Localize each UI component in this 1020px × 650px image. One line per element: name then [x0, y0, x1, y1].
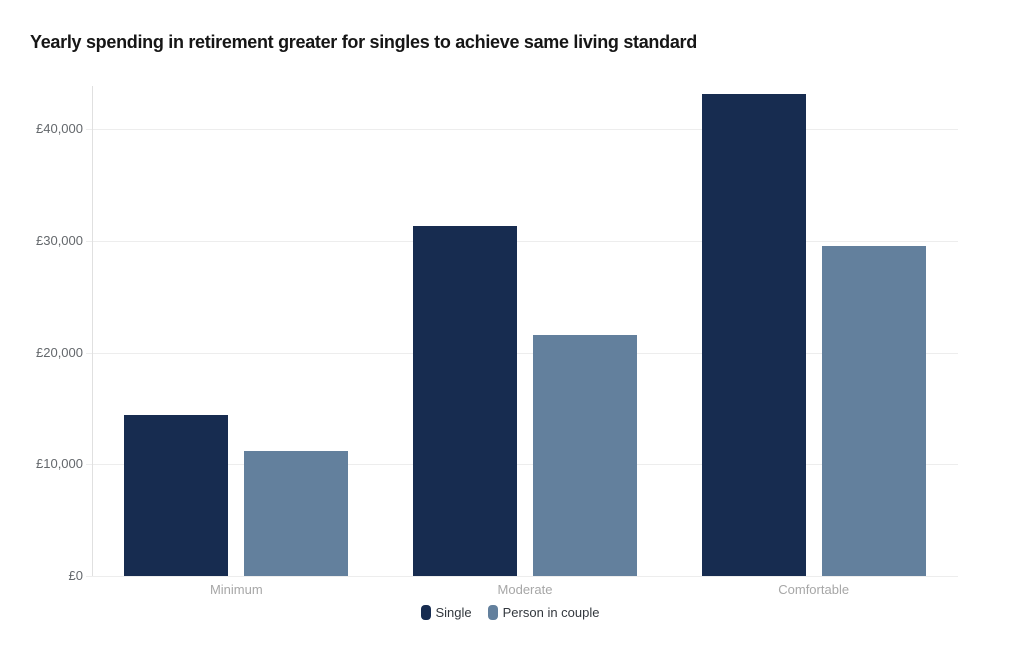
legend-swatch-icon: [420, 605, 431, 620]
gridline: [86, 129, 958, 130]
bar-moderate-person-in-couple: [533, 335, 637, 576]
gridline: [86, 576, 958, 577]
y-axis-tick-label: £20,000: [36, 344, 83, 360]
legend-label: Person in couple: [502, 605, 600, 620]
y-axis-tick-label: £40,000: [36, 121, 83, 136]
bar-minimum-single: [124, 415, 229, 576]
chart-title: Yearly spending in retirement greater fo…: [30, 32, 697, 52]
gridline: [86, 352, 958, 354]
legend: Single Person in couple: [0, 605, 1020, 620]
legend-swatch-icon: [487, 605, 498, 620]
gridline: [86, 240, 958, 242]
legend-label: Single: [435, 605, 472, 620]
legend-item-single: Single: [420, 605, 472, 620]
legend-item-person-in-couple: Person in couple: [487, 605, 600, 620]
bar-comfortable-person-in-couple: [821, 246, 926, 576]
bar-comfortable-single: [701, 94, 806, 576]
y-axis-tick-label: £10,000: [36, 456, 83, 472]
bar-minimum-person-in-couple: [244, 450, 349, 576]
x-axis-category-label: Moderate: [497, 582, 553, 597]
gridline: [86, 464, 958, 466]
x-axis-category-label: Comfortable: [778, 582, 850, 597]
x-axis-category-label: Minimum: [209, 582, 263, 597]
y-axis-tick-label: £0: [68, 568, 83, 583]
bar-moderate-single: [413, 226, 517, 576]
y-axis-tick-label: £30,000: [36, 232, 83, 248]
y-axis-line: [92, 86, 93, 576]
